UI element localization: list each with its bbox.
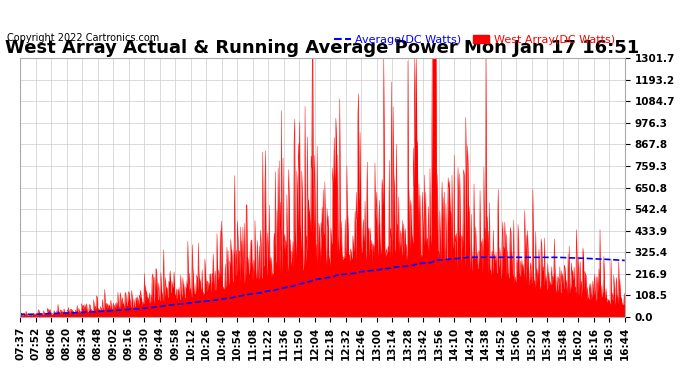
Text: Copyright 2022 Cartronics.com: Copyright 2022 Cartronics.com bbox=[7, 33, 159, 43]
Title: West Array Actual & Running Average Power Mon Jan 17 16:51: West Array Actual & Running Average Powe… bbox=[6, 39, 640, 57]
Legend: Average(DC Watts), West Array(DC Watts): Average(DC Watts), West Array(DC Watts) bbox=[330, 30, 619, 49]
